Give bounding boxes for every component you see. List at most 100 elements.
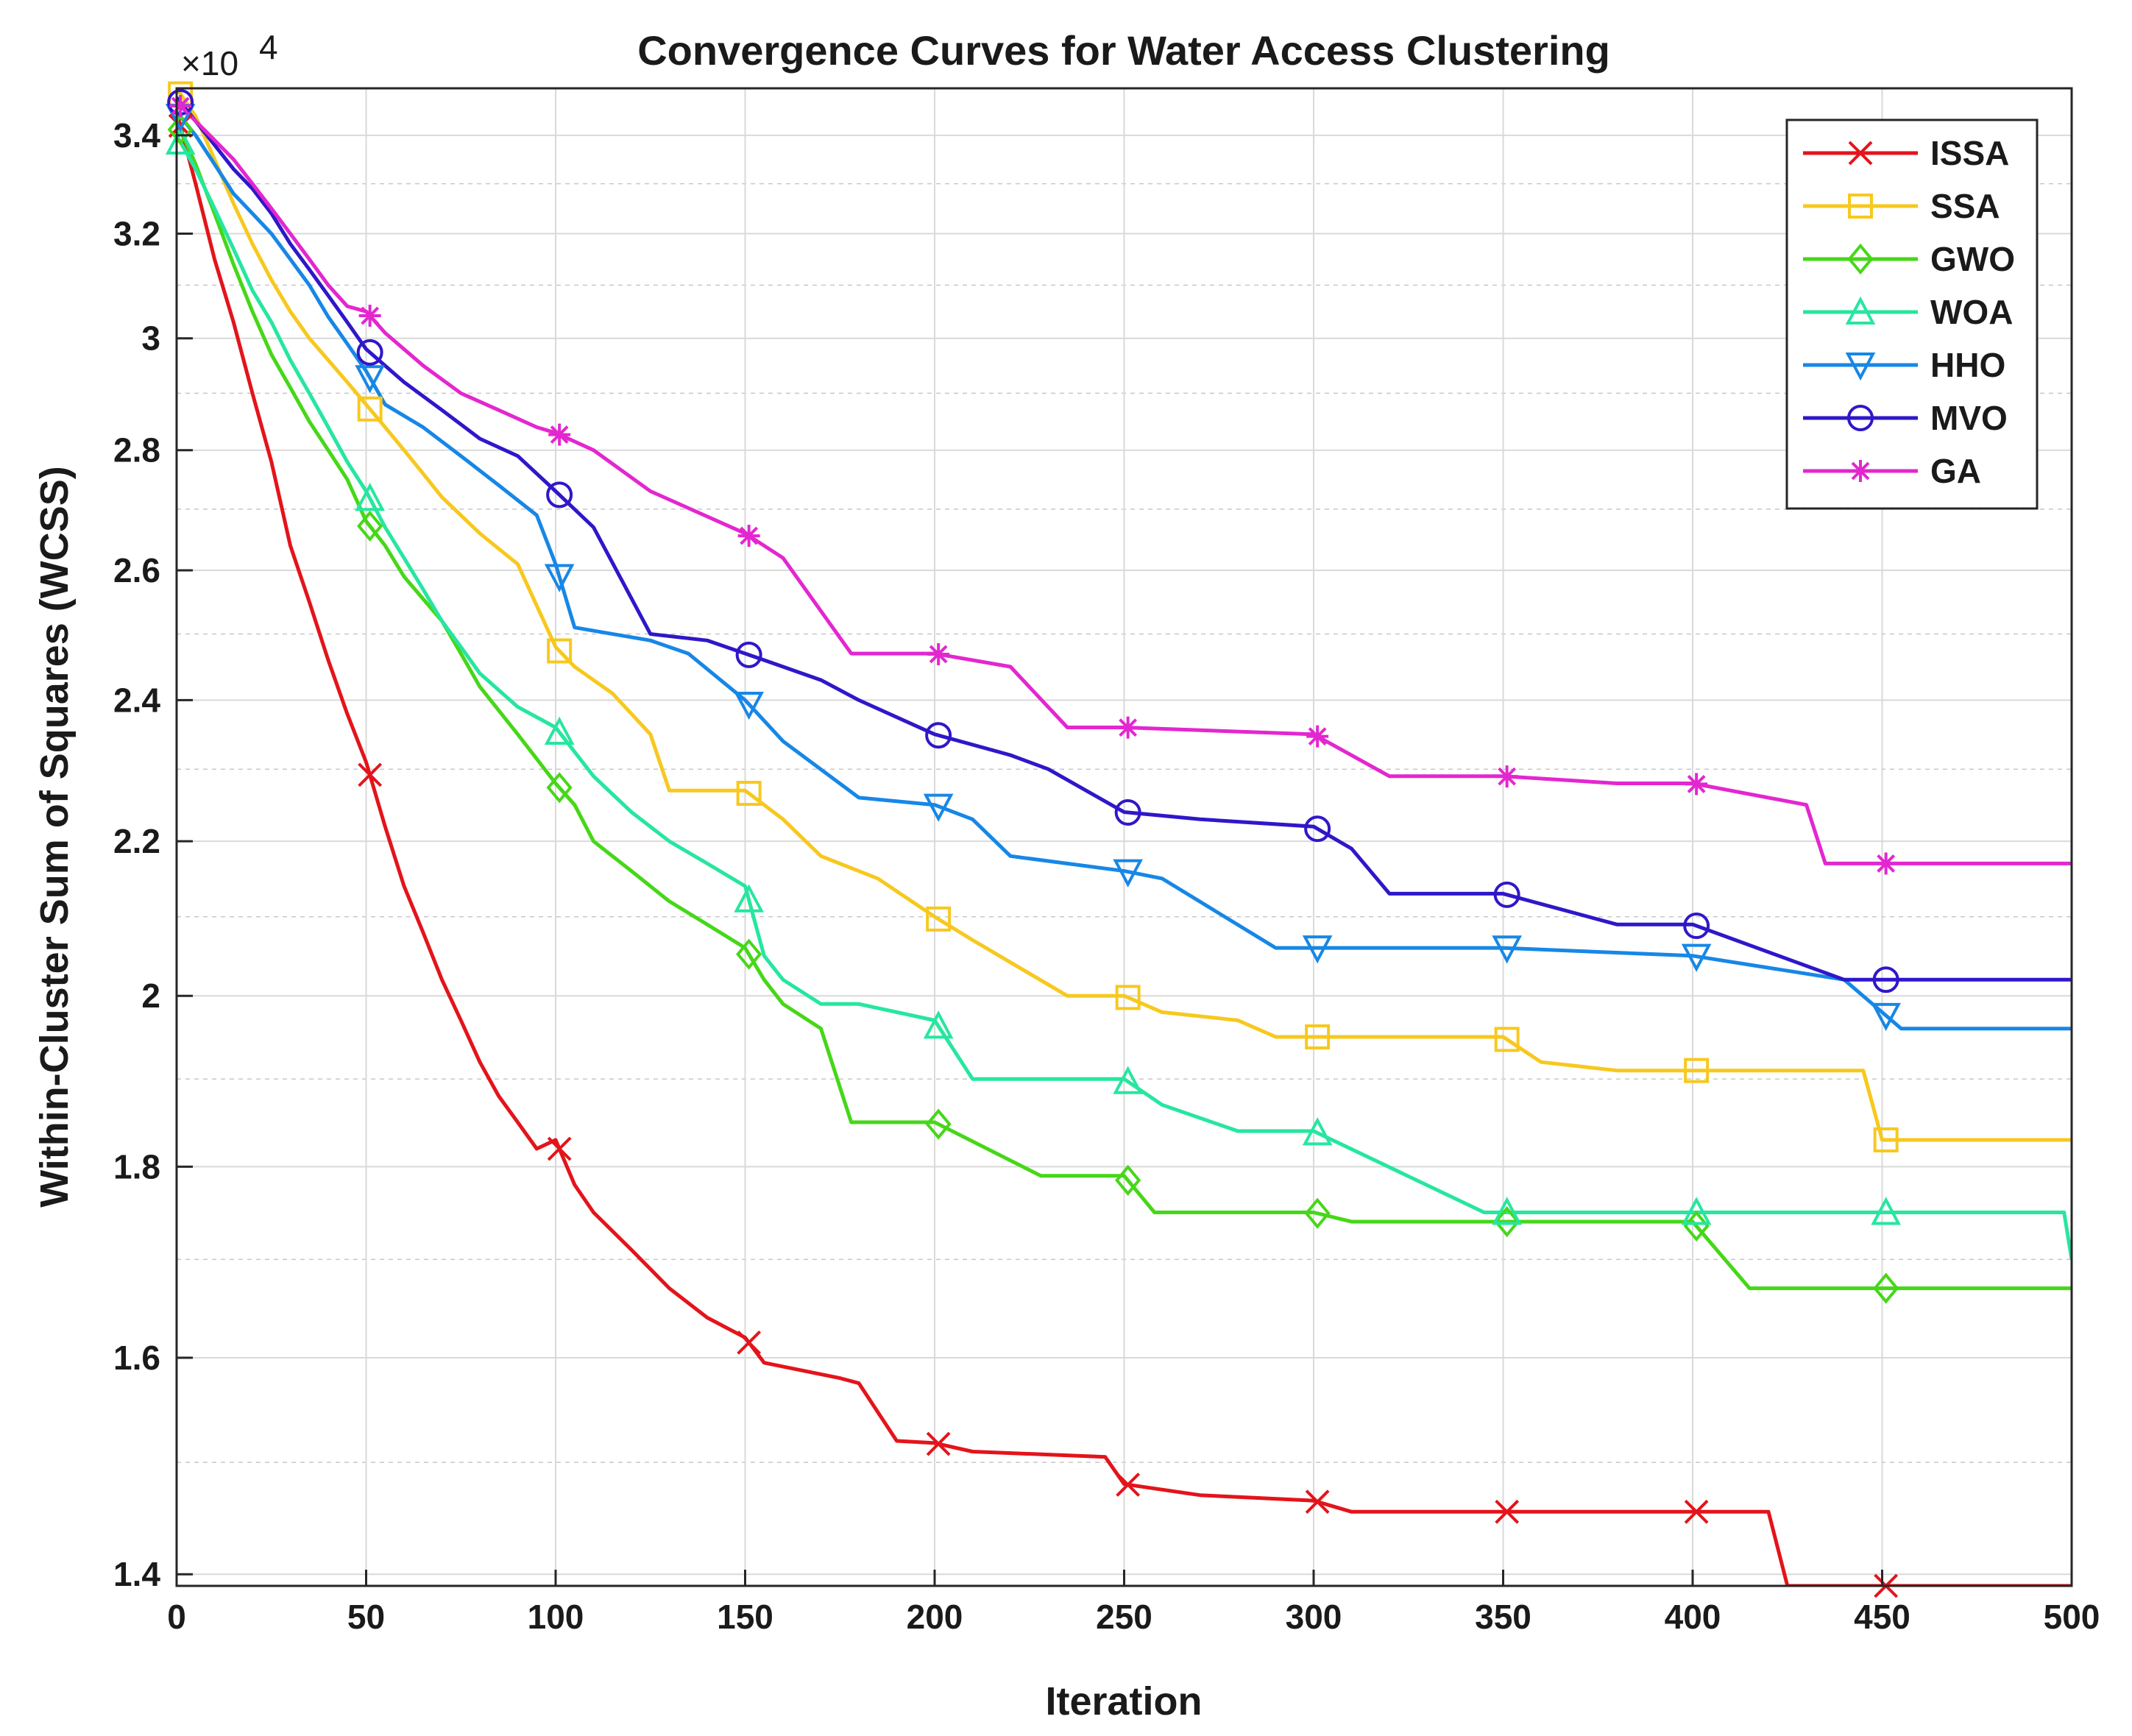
ssa-marker	[357, 396, 383, 422]
y-tick-label: 1.8	[113, 1147, 160, 1186]
x-tick-label: 300	[1286, 1598, 1342, 1636]
gwo-marker	[1873, 1272, 1899, 1304]
x-axis-label: Iteration	[1045, 1679, 1202, 1723]
ga-marker	[548, 423, 571, 446]
y-tick-label: 3.2	[113, 214, 160, 252]
legend-marker-mvo	[1847, 405, 1874, 431]
gwo-marker	[925, 1108, 952, 1140]
hho-marker	[355, 365, 385, 394]
woa-marker	[544, 716, 575, 745]
ga-marker	[1685, 773, 1708, 796]
woa-marker	[355, 482, 385, 511]
y-tick-label: 1.6	[113, 1339, 160, 1377]
y-tick-label: 2.4	[113, 681, 160, 719]
hho-marker	[1871, 1002, 1901, 1032]
ssa-marker	[926, 906, 952, 932]
y-tick-label: 2.8	[113, 431, 160, 470]
legend-item-mvo: MVO	[1803, 399, 2008, 437]
ga-series-line	[177, 101, 2072, 865]
x-tick-label: 200	[907, 1598, 963, 1636]
hho-marker	[923, 793, 954, 822]
hho-marker	[1681, 943, 1712, 972]
woa-marker	[734, 884, 764, 913]
mvo-marker	[735, 641, 762, 668]
mvo-marker	[1683, 913, 1710, 940]
x-tick-label: 450	[1854, 1598, 1910, 1636]
ssa-marker	[1494, 1027, 1520, 1052]
woa-marker	[1492, 1197, 1522, 1225]
legend-label-hho: HHO	[1930, 346, 2005, 384]
legend: ISSA SSA GWO WOA HHO MVO GA	[1785, 118, 2039, 510]
gwo-marker	[546, 772, 573, 804]
mvo-marker	[1872, 966, 1899, 993]
legend-label-ssa: SSA	[1930, 187, 2000, 225]
x-tick-label: 250	[1096, 1598, 1152, 1636]
ga-marker	[1495, 765, 1518, 788]
issa-marker	[1305, 1489, 1330, 1514]
ssa-marker	[1115, 985, 1141, 1010]
legend-item-hho: HHO	[1803, 346, 2005, 384]
x-tick-label: 100	[528, 1598, 584, 1636]
legend-marker-gwo	[1847, 243, 1874, 275]
gwo-marker	[736, 938, 762, 970]
gwo-marker	[1115, 1164, 1141, 1196]
marker-layer	[165, 81, 1901, 1598]
legend-box	[1785, 118, 2039, 510]
woa-marker	[165, 126, 196, 155]
y-axis-label: Within-Cluster Sum of Squares (WCSS)	[32, 466, 77, 1208]
series-layer	[177, 88, 2072, 1586]
y-tick-label: 3	[141, 319, 160, 358]
ssa-marker	[1684, 1057, 1710, 1083]
hho-marker	[734, 691, 764, 720]
legend-item-woa: WOA	[1803, 293, 2013, 331]
woa-series-line	[177, 134, 2072, 1260]
x-tick-label: 350	[1475, 1598, 1531, 1636]
issa-marker	[926, 1431, 951, 1456]
x-tick-label: 50	[347, 1598, 385, 1636]
x-tick-label: 150	[717, 1598, 773, 1636]
mvo-marker	[1304, 815, 1331, 843]
ssa-marker	[1305, 1024, 1331, 1050]
y-tick-label: 1.4	[113, 1555, 160, 1593]
gwo-marker	[1304, 1197, 1331, 1229]
legend-label-mvo: MVO	[1930, 399, 2008, 437]
legend-item-ssa: SSA	[1803, 187, 2000, 225]
hho-marker	[1492, 935, 1522, 964]
mvo-marker	[356, 339, 383, 366]
hho-marker	[1113, 859, 1143, 888]
legend-marker-issa	[1848, 141, 1873, 166]
legend-label-woa: WOA	[1930, 293, 2013, 331]
mvo-marker	[546, 481, 573, 509]
ssa-marker	[547, 638, 573, 664]
woa-marker	[1871, 1197, 1901, 1225]
issa-marker	[1684, 1499, 1709, 1524]
gwo-series-line	[177, 120, 2072, 1291]
legend-item-issa: ISSA	[1803, 134, 2009, 172]
legend-item-ga: GA	[1803, 452, 1981, 490]
legend-marker-ssa	[1848, 194, 1873, 219]
chart-title: Convergence Curves for Water Access Clus…	[637, 27, 1610, 74]
woa-marker	[1302, 1117, 1333, 1146]
legend-label-gwo: GWO	[1930, 240, 2015, 278]
mvo-series-line	[177, 96, 2072, 982]
ga-marker	[358, 305, 381, 327]
y-tick-label: 2	[141, 977, 160, 1015]
x-tick-label: 400	[1665, 1598, 1721, 1636]
ga-marker	[737, 525, 760, 548]
gwo-marker	[167, 113, 194, 146]
y-tick-label: 2.2	[113, 822, 160, 860]
issa-marker	[1116, 1473, 1141, 1497]
ssa-series-line	[177, 88, 2072, 1142]
y-exponent-base: ×10	[181, 44, 238, 82]
x-tick-label: 0	[167, 1598, 186, 1636]
legend-label-issa: ISSA	[1930, 134, 2009, 172]
y-tick-label: 3.4	[113, 116, 160, 155]
gwo-marker	[1683, 1210, 1710, 1242]
gwo-marker	[357, 510, 383, 542]
mvo-marker	[1114, 798, 1141, 826]
legend-marker-ga	[1849, 460, 1871, 482]
hho-series-line	[177, 110, 2072, 1031]
ssa-marker	[1873, 1127, 1899, 1152]
legend-label-ga: GA	[1930, 452, 1981, 490]
